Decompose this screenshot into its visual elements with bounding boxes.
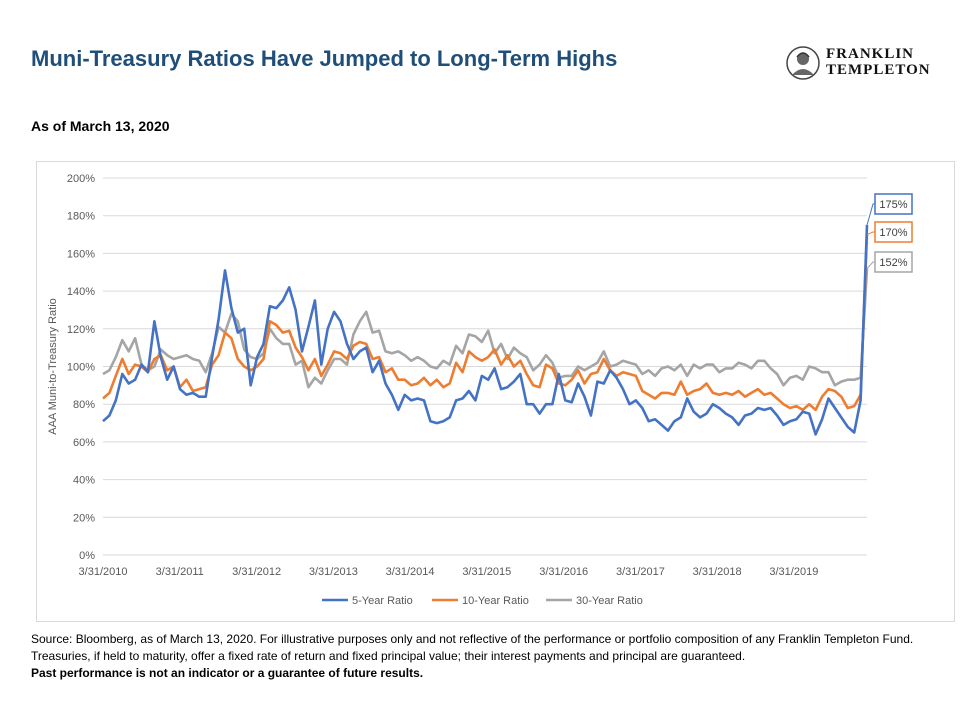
line-chart: 0% 20% 40% 60% 80% 100% 120% 140% 160% 180% 200% 3/… xyxy=(47,173,913,607)
x-tick-label: 3/31/2010 xyxy=(79,566,128,578)
portrait-medallion-icon xyxy=(786,46,820,80)
y-axis-label: AAA Muni-to-Treasury Ratio xyxy=(47,298,59,435)
end-value-label: 152% xyxy=(879,257,907,269)
y-tick-label: 180% xyxy=(67,211,95,223)
end-value-label: 170% xyxy=(879,227,907,239)
page-subtitle: As of March 13, 2020 xyxy=(31,118,170,134)
x-tick-label: 3/31/2016 xyxy=(539,566,588,578)
x-tick-label: 3/31/2018 xyxy=(693,566,742,578)
x-tick-label: 3/31/2011 xyxy=(156,566,204,578)
y-tick-label: 40% xyxy=(73,475,95,487)
callout-leader xyxy=(866,261,875,269)
series-line-10y xyxy=(102,234,869,412)
y-tick-label: 120% xyxy=(67,324,95,336)
x-tick-label: 3/31/2017 xyxy=(616,566,665,578)
legend-label: 30-Year Ratio xyxy=(576,595,643,607)
callout-leader xyxy=(866,203,875,226)
series-line-30y xyxy=(102,268,869,389)
callout-leader xyxy=(866,231,875,236)
logo-line-2: TEMPLETON xyxy=(826,62,931,78)
callout-box xyxy=(874,221,913,243)
x-tick-label: 3/31/2012 xyxy=(232,566,281,578)
footnote-disclaimer: Past performance is not an indicator or … xyxy=(31,666,424,680)
logo-wordmark: FRANKLIN TEMPLETON xyxy=(826,46,931,78)
y-tick-label: 140% xyxy=(67,286,95,298)
y-tick-label: 60% xyxy=(73,437,95,449)
y-tick-label: 80% xyxy=(73,399,95,411)
legend-label: 5-Year Ratio xyxy=(352,595,413,607)
end-value-label: 175% xyxy=(879,199,907,211)
footnote-source: Source: Bloomberg, as of March 13, 2020.… xyxy=(31,632,914,663)
x-tick-label: 3/31/2013 xyxy=(309,566,358,578)
callout-box xyxy=(874,193,913,215)
logo-line-1: FRANKLIN xyxy=(826,46,915,62)
chart-frame: 0% 20% 40% 60% 80% 100% 120% 140% 160% 180% 200% 3/… xyxy=(36,161,955,622)
x-tick-label: 3/31/2015 xyxy=(462,566,511,578)
series-line-5y xyxy=(102,225,869,436)
y-tick-label: 20% xyxy=(73,512,95,524)
legend-label: 10-Year Ratio xyxy=(462,595,529,607)
y-tick-label: 200% xyxy=(67,173,95,185)
y-tick-label: 100% xyxy=(67,362,95,374)
y-tick-label: 0% xyxy=(79,550,95,562)
x-tick-label: 3/31/2014 xyxy=(386,566,435,578)
y-tick-label: 160% xyxy=(67,248,95,260)
x-tick-label: 3/31/2019 xyxy=(769,566,818,578)
callout-box xyxy=(874,251,913,273)
footnote: Source: Bloomberg, as of March 13, 2020.… xyxy=(31,631,931,682)
franklin-templeton-logo: FRANKLIN TEMPLETON xyxy=(786,46,936,82)
page-title: Muni-Treasury Ratios Have Jumped to Long… xyxy=(31,46,618,71)
